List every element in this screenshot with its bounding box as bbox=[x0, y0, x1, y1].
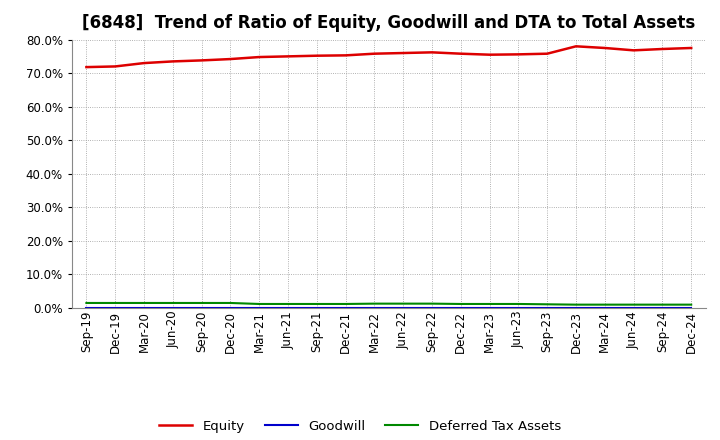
Equity bbox=[284, 54, 292, 59]
Goodwill bbox=[485, 305, 494, 311]
Goodwill bbox=[255, 305, 264, 311]
Equity bbox=[658, 46, 667, 51]
Equity bbox=[572, 44, 580, 49]
Deferred Tax Assets bbox=[140, 301, 148, 306]
Goodwill bbox=[370, 305, 379, 311]
Deferred Tax Assets bbox=[341, 301, 350, 307]
Deferred Tax Assets bbox=[456, 301, 465, 307]
Equity bbox=[168, 59, 177, 64]
Deferred Tax Assets bbox=[572, 302, 580, 307]
Title: [6848]  Trend of Ratio of Equity, Goodwill and DTA to Total Assets: [6848] Trend of Ratio of Equity, Goodwil… bbox=[82, 15, 696, 33]
Equity bbox=[255, 55, 264, 60]
Equity bbox=[543, 51, 552, 56]
Equity bbox=[399, 50, 408, 55]
Deferred Tax Assets bbox=[197, 301, 206, 306]
Deferred Tax Assets bbox=[168, 301, 177, 306]
Equity bbox=[111, 64, 120, 69]
Deferred Tax Assets bbox=[226, 301, 235, 306]
Deferred Tax Assets bbox=[485, 301, 494, 307]
Deferred Tax Assets bbox=[111, 301, 120, 306]
Deferred Tax Assets bbox=[370, 301, 379, 306]
Equity bbox=[687, 45, 696, 51]
Equity bbox=[312, 53, 321, 59]
Deferred Tax Assets bbox=[255, 301, 264, 307]
Goodwill bbox=[82, 305, 91, 311]
Equity bbox=[82, 65, 91, 70]
Goodwill bbox=[341, 305, 350, 311]
Line: Deferred Tax Assets: Deferred Tax Assets bbox=[86, 303, 691, 304]
Equity bbox=[600, 45, 609, 51]
Deferred Tax Assets bbox=[82, 301, 91, 306]
Goodwill bbox=[572, 305, 580, 311]
Goodwill bbox=[140, 305, 148, 311]
Deferred Tax Assets bbox=[284, 301, 292, 307]
Goodwill bbox=[168, 305, 177, 311]
Goodwill bbox=[687, 305, 696, 311]
Deferred Tax Assets bbox=[543, 302, 552, 307]
Goodwill bbox=[197, 305, 206, 311]
Goodwill bbox=[312, 305, 321, 311]
Goodwill bbox=[543, 305, 552, 311]
Line: Equity: Equity bbox=[86, 46, 691, 67]
Deferred Tax Assets bbox=[312, 301, 321, 307]
Equity bbox=[140, 60, 148, 66]
Goodwill bbox=[629, 305, 638, 311]
Equity bbox=[341, 53, 350, 58]
Goodwill bbox=[399, 305, 408, 311]
Goodwill bbox=[111, 305, 120, 311]
Equity bbox=[226, 56, 235, 62]
Goodwill bbox=[284, 305, 292, 311]
Goodwill bbox=[514, 305, 523, 311]
Goodwill bbox=[456, 305, 465, 311]
Equity bbox=[485, 52, 494, 57]
Deferred Tax Assets bbox=[687, 302, 696, 307]
Goodwill bbox=[600, 305, 609, 311]
Equity bbox=[456, 51, 465, 56]
Deferred Tax Assets bbox=[514, 301, 523, 307]
Legend: Equity, Goodwill, Deferred Tax Assets: Equity, Goodwill, Deferred Tax Assets bbox=[154, 414, 566, 438]
Goodwill bbox=[658, 305, 667, 311]
Deferred Tax Assets bbox=[600, 302, 609, 307]
Deferred Tax Assets bbox=[629, 302, 638, 307]
Equity bbox=[197, 58, 206, 63]
Goodwill bbox=[226, 305, 235, 311]
Equity bbox=[629, 48, 638, 53]
Deferred Tax Assets bbox=[428, 301, 436, 306]
Deferred Tax Assets bbox=[658, 302, 667, 307]
Goodwill bbox=[428, 305, 436, 311]
Equity bbox=[514, 52, 523, 57]
Deferred Tax Assets bbox=[399, 301, 408, 306]
Equity bbox=[428, 50, 436, 55]
Equity bbox=[370, 51, 379, 56]
